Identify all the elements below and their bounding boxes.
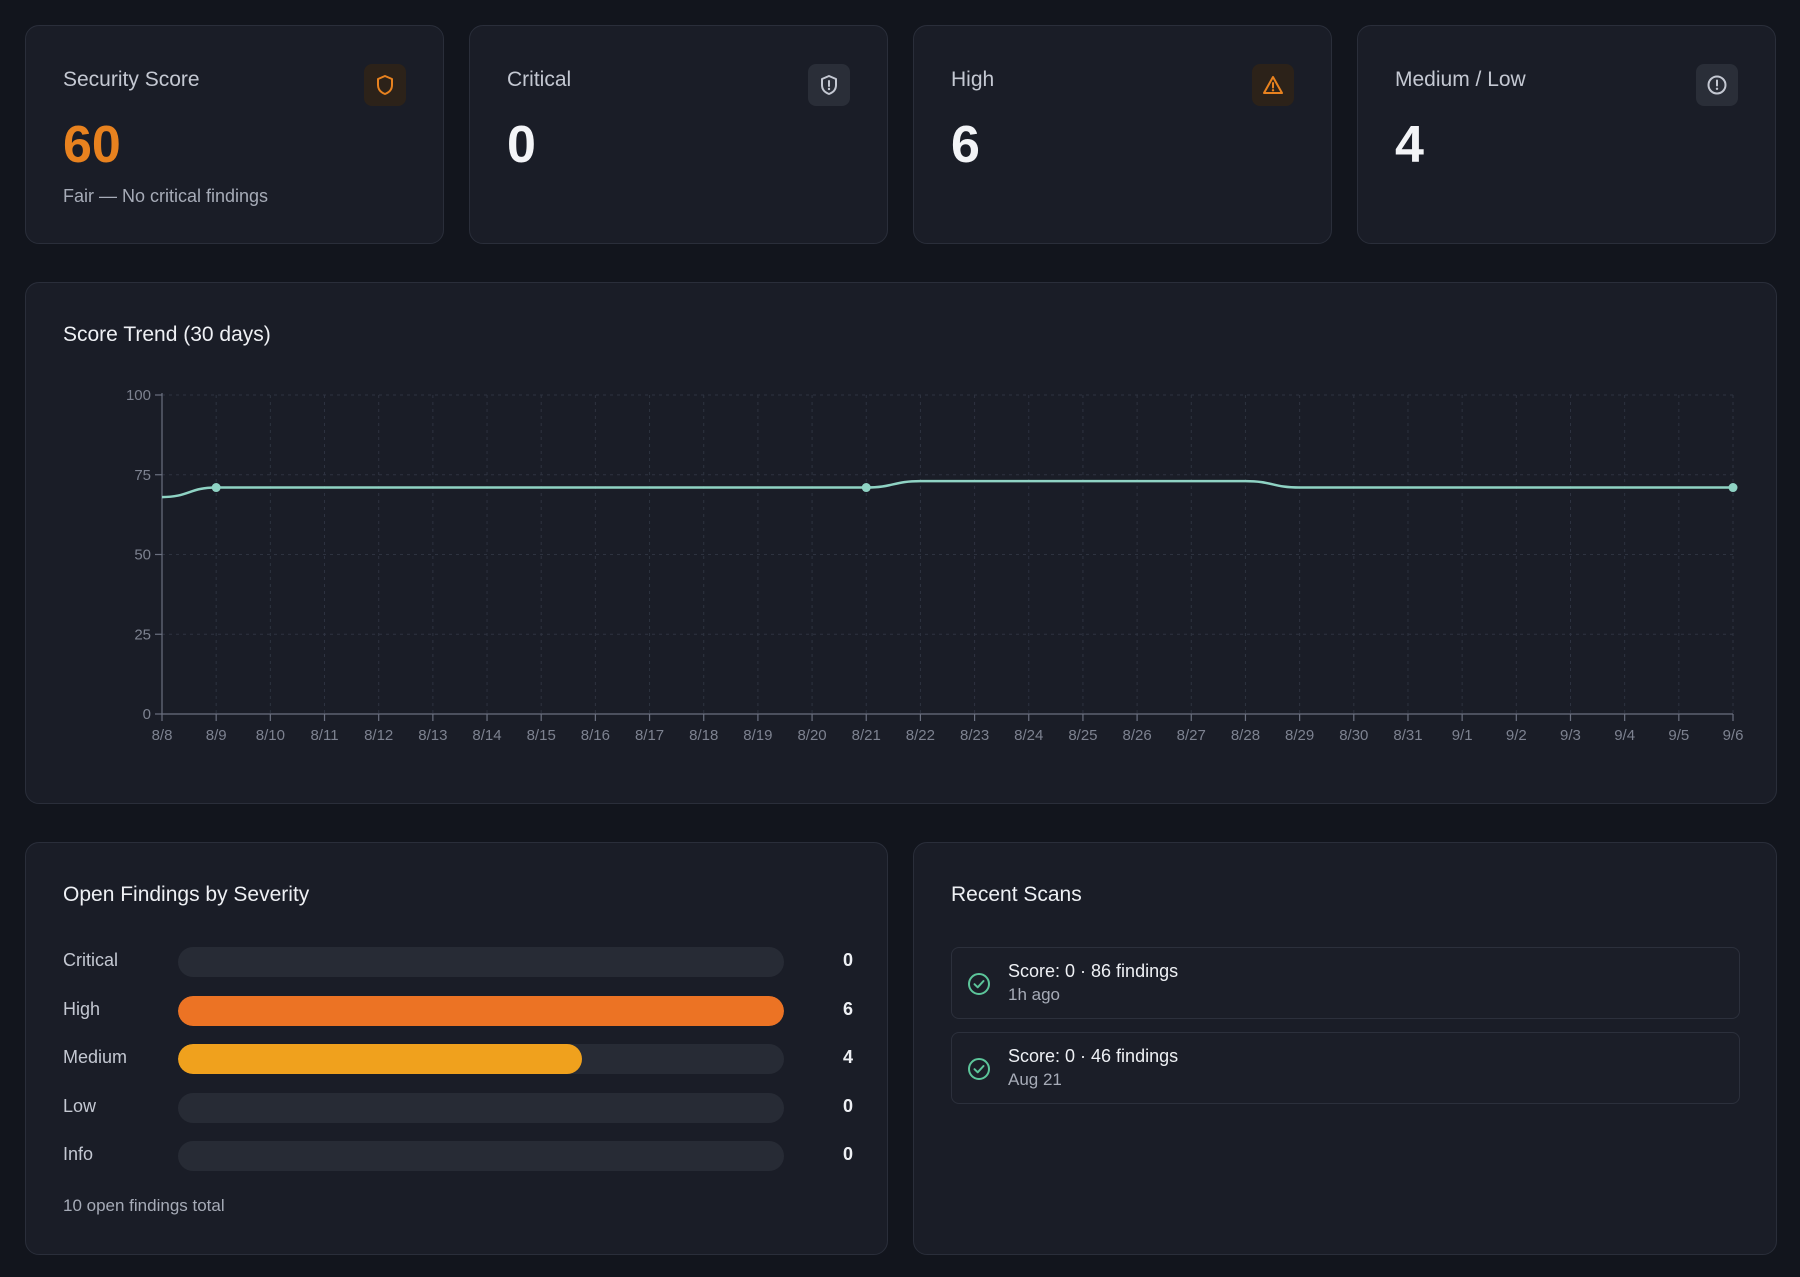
severity-count: 4	[842, 1047, 853, 1067]
x-tick-label: 8/21	[852, 727, 881, 744]
scan-time: 1h ago	[1008, 985, 1060, 1004]
severity-count: 0	[842, 1144, 853, 1164]
scan-time: Aug 21	[1008, 1070, 1062, 1089]
stat-card-high: High 6	[913, 25, 1332, 244]
medium-low-count-value: 4	[1395, 116, 1424, 174]
x-tick-label: 8/24	[1014, 727, 1043, 744]
stat-card-critical: Critical 0	[469, 25, 888, 244]
y-tick-label: 50	[134, 547, 151, 564]
x-tick-label: 8/14	[472, 727, 501, 744]
x-tick-label: 8/29	[1285, 727, 1314, 744]
x-tick-label: 9/4	[1614, 727, 1635, 744]
y-tick-label: 100	[126, 387, 151, 404]
score-trend-chart: 0 25 50 75 100 8/8 8/9 8/10 8/11 8/12 8/13 8/14 8/15…	[126, 387, 1744, 744]
severity-bar-fill	[178, 995, 784, 1026]
severity-label: Info	[63, 1144, 94, 1164]
severity-row-critical: Critical 0	[63, 947, 853, 977]
severity-label: Medium	[63, 1047, 128, 1067]
x-tick-label: 8/11	[310, 727, 338, 744]
shield-alert-icon	[808, 64, 850, 106]
x-tick-label: 8/22	[906, 727, 935, 744]
x-tick-label: 8/19	[743, 727, 772, 744]
score-trend-card: Score Trend (30 days) 0 25 50 75 100 8/8 8/9 8/…	[25, 282, 1777, 804]
findings-by-severity-card: Open Findings by Severity Critical 0 High 6…	[25, 842, 888, 1255]
check-circle-icon	[966, 1056, 992, 1087]
severity-row-info: Info 0	[63, 1141, 853, 1171]
stat-card-security-score: Security Score 60 Fair — No critical fin…	[25, 25, 444, 244]
stat-label: Critical	[507, 68, 572, 91]
y-tick-label: 0	[143, 706, 151, 723]
score-trend-line	[161, 479, 1733, 499]
stat-label: Medium / Low	[1395, 68, 1526, 91]
severity-count: 0	[842, 1095, 853, 1116]
scan-summary: Score: 0 · 46 findings	[1008, 1046, 1179, 1066]
warning-triangle-icon	[1252, 64, 1294, 106]
x-tick-label: 8/16	[581, 727, 610, 744]
findings-by-severity-title: Open Findings by Severity	[63, 883, 310, 906]
recent-scans-title: Recent Scans	[951, 883, 1082, 906]
severity-row-low: Low 0	[63, 1092, 853, 1123]
severity-row-medium: Medium 4	[63, 1044, 853, 1074]
severity-label: High	[63, 998, 101, 1019]
data-point	[211, 483, 221, 493]
severity-bar-track	[178, 947, 784, 977]
x-tick-label: 8/15	[527, 727, 556, 744]
stat-label: High	[951, 68, 995, 91]
score-trend-title: Score Trend (30 days)	[63, 323, 271, 346]
x-tick-label: 8/13	[418, 727, 447, 744]
scan-item[interactable]: Score: 0 · 86 findings 1h ago	[951, 947, 1740, 1019]
severity-bar-track	[178, 995, 784, 1026]
stat-label: Security Score	[63, 68, 200, 91]
scan-item[interactable]: Score: 0 · 46 findings Aug 21	[951, 1032, 1740, 1104]
x-tick-label: 9/2	[1506, 727, 1527, 744]
severity-count: 0	[842, 950, 853, 970]
x-tick-label: 8/10	[256, 727, 285, 744]
findings-total: 10 open findings total	[63, 1196, 225, 1215]
info-circle-icon	[1696, 64, 1738, 106]
x-tick-label: 9/1	[1452, 727, 1473, 744]
stat-card-medium-low: Medium / Low 4	[1357, 25, 1776, 244]
check-circle-icon	[966, 971, 992, 1002]
x-tick-label: 8/27	[1177, 727, 1206, 744]
x-tick-label: 8/28	[1231, 727, 1260, 744]
x-tick-label: 9/6	[1723, 727, 1744, 744]
severity-label: Low	[63, 1095, 97, 1116]
severity-bar-track	[178, 1092, 784, 1123]
x-tick-label: 8/30	[1339, 727, 1368, 744]
security-score-value: 60	[63, 116, 121, 174]
severity-bar-fill	[178, 1044, 582, 1074]
x-tick-label: 9/3	[1560, 727, 1581, 744]
x-tick-label: 8/9	[206, 727, 227, 744]
severity-label: Critical	[63, 950, 119, 970]
scan-summary: Score: 0 · 86 findings	[1008, 961, 1179, 981]
x-tick-label: 8/26	[1123, 727, 1152, 744]
x-tick-label: 8/18	[689, 727, 718, 744]
data-point	[861, 483, 871, 493]
x-tick-label: 8/12	[364, 727, 393, 744]
severity-row-high: High 6	[63, 995, 853, 1026]
critical-count-value: 0	[507, 116, 536, 174]
recent-scans-card: Recent Scans Score: 0 · 86 findings 1h a…	[913, 842, 1777, 1255]
x-tick-label: 8/20	[797, 727, 826, 744]
high-count-value: 6	[951, 116, 980, 174]
x-tick-label: 8/23	[960, 727, 989, 744]
y-tick-label: 25	[134, 626, 151, 643]
y-tick-label: 75	[134, 467, 151, 484]
severity-bar-track	[178, 1141, 784, 1171]
security-score-description: Fair — No critical findings	[63, 186, 269, 206]
x-tick-label: 9/5	[1668, 727, 1689, 744]
x-tick-label: 8/31	[1393, 727, 1422, 744]
severity-bar-track	[178, 1044, 784, 1074]
shield-icon	[364, 64, 406, 106]
severity-count: 6	[842, 998, 853, 1019]
x-tick-label: 8/25	[1068, 727, 1097, 744]
x-tick-label: 8/8	[152, 727, 173, 744]
data-point	[1728, 483, 1738, 493]
x-tick-label: 8/17	[635, 727, 664, 744]
